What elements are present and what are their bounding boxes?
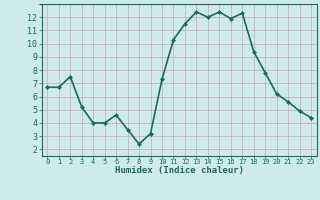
X-axis label: Humidex (Indice chaleur): Humidex (Indice chaleur) (115, 166, 244, 175)
